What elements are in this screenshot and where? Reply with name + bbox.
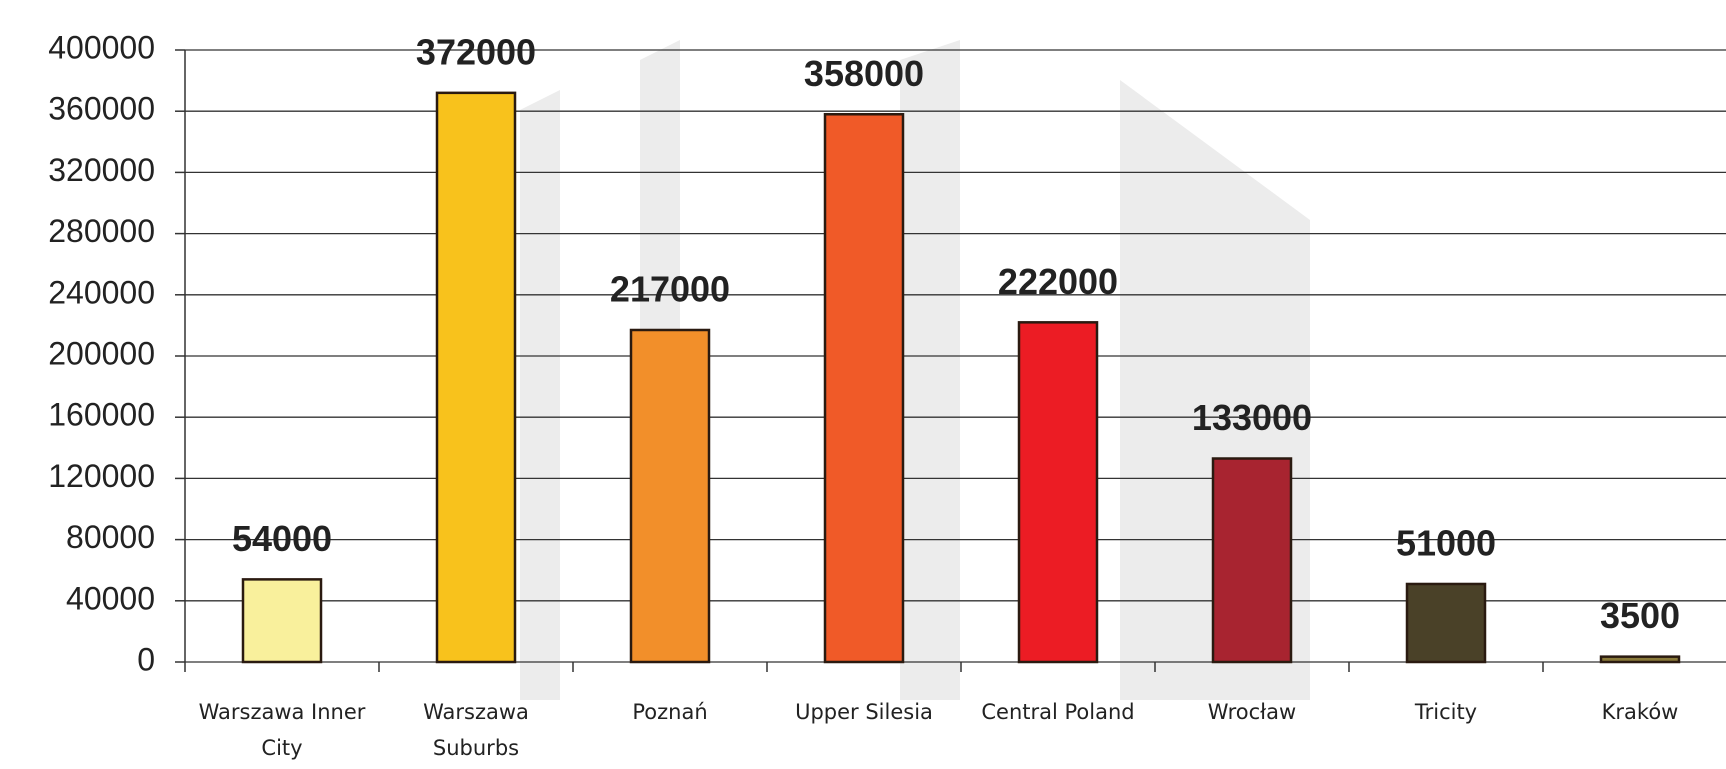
y-tick-label: 160000 (48, 397, 155, 433)
x-tick-label: Warszawa Suburbs (423, 700, 529, 760)
bar (1405, 582, 1487, 664)
bar (1599, 655, 1681, 664)
value-label: 54000 (232, 518, 332, 559)
value-label: 3500 (1600, 595, 1680, 636)
bar (1211, 457, 1293, 664)
y-tick-label: 120000 (48, 458, 155, 494)
y-tick-label: 320000 (48, 152, 155, 188)
y-tick-label: 0 (137, 641, 155, 677)
y-tick-label: 40000 (66, 580, 155, 616)
y-tick-label: 200000 (48, 335, 155, 371)
x-tick-label: Tricity (1414, 700, 1478, 724)
y-tick-label: 280000 (48, 213, 155, 249)
x-tick-label: Upper Silesia (795, 700, 933, 724)
y-tick-label: 240000 (48, 274, 155, 310)
y-tick-label: 360000 (48, 91, 155, 127)
value-label: 358000 (804, 53, 924, 94)
y-tick-label: 80000 (66, 519, 155, 555)
x-tick-label: Kraków (1601, 700, 1679, 724)
x-tick-label: Central Poland (981, 700, 1135, 724)
value-label: 222000 (998, 261, 1118, 302)
bar (629, 328, 711, 664)
value-label: 51000 (1396, 522, 1496, 563)
value-label: 217000 (610, 269, 730, 310)
x-tick-label: Poznań (632, 700, 708, 724)
bar (435, 91, 517, 664)
y-tick-label: 400000 (48, 29, 155, 65)
bar (241, 578, 323, 664)
bar (1017, 321, 1099, 664)
x-tick-label: Wrocław (1207, 700, 1297, 724)
value-label: 133000 (1192, 397, 1312, 438)
bar (823, 113, 905, 664)
x-tick-label: Warszawa Inner City (198, 700, 366, 760)
value-label: 372000 (416, 31, 536, 72)
